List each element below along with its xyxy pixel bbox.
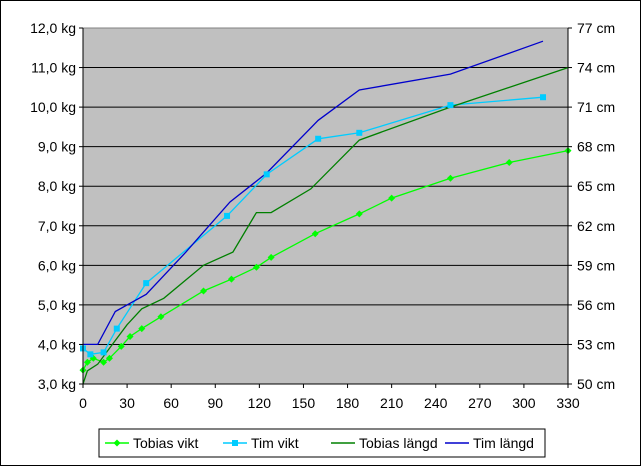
data-point-tobias-vikt	[355, 210, 363, 218]
right-tick-label: 62 cm	[577, 218, 615, 234]
right-tick-label: 65 cm	[577, 178, 615, 194]
data-point-tim-vikt	[315, 135, 322, 142]
data-point-tim-vikt	[100, 349, 107, 356]
right-tick-label: 71 cm	[577, 99, 615, 115]
legend-swatch-marker	[232, 440, 238, 446]
right-tick-label: 50 cm	[577, 376, 615, 392]
left-tick-label: 12,0 kg	[30, 20, 76, 36]
data-point-tim-vikt	[224, 212, 231, 219]
data-point-tobias-vikt	[157, 313, 165, 321]
data-point-tobias-vikt	[126, 333, 134, 341]
legend-label-tim-langd: Tim längd	[473, 435, 534, 451]
right-tick-label: 53 cm	[577, 336, 615, 352]
legend-label-tobias-langd: Tobias längd	[359, 435, 438, 451]
x-tick-label: 300	[512, 395, 536, 411]
x-tick-label: 30	[119, 395, 135, 411]
left-tick-label: 9,0 kg	[38, 139, 76, 155]
data-point-tim-vikt	[263, 171, 270, 178]
data-point-tobias-vikt	[252, 263, 260, 271]
x-tick-label: 90	[207, 395, 223, 411]
data-point-tobias-vikt	[311, 230, 319, 238]
data-point-tobias-vikt	[138, 325, 146, 333]
x-tick-label: 120	[248, 395, 272, 411]
left-tick-label: 10,0 kg	[30, 99, 76, 115]
left-tick-label: 11,0 kg	[31, 60, 76, 76]
x-tick-label: 0	[79, 395, 87, 411]
left-tick-label: 3,0 kg	[38, 376, 76, 392]
axes: 3,0 kg 4,0 kg 5,0 kg 6,0 kg 7,0 kg 8,0 kg 9,0 …	[30, 20, 615, 411]
x-tick-label: 150	[292, 395, 316, 411]
data-point-tobias-vikt	[83, 358, 91, 366]
x-tick-label: 60	[163, 395, 179, 411]
data-point-tobias-vikt	[446, 174, 454, 182]
legend-label-tim-vikt: Tim vikt	[251, 435, 299, 451]
legend: Tobias vikt Tim vikt Tobias längd Tim längd	[98, 428, 546, 458]
series-line-tim-langd	[83, 40, 544, 346]
data-point-tobias-vikt	[267, 253, 275, 261]
data-point-tim-vikt	[143, 280, 150, 287]
right-tick-label: 59 cm	[577, 257, 615, 273]
data-point-tobias-vikt	[200, 287, 208, 295]
x-tick-label: 240	[424, 395, 448, 411]
left-tick-label: 6,0 kg	[38, 257, 76, 273]
data-point-tobias-vikt	[117, 342, 125, 350]
data-point-tobias-vikt	[388, 194, 396, 202]
data-point-tim-vikt	[540, 94, 547, 101]
x-tick-label: 270	[468, 395, 492, 411]
data-point-tim-vikt	[113, 325, 120, 332]
right-tick-label: 68 cm	[577, 139, 615, 155]
data-point-tobias-vikt	[100, 358, 108, 366]
left-tick-label: 8,0 kg	[38, 178, 76, 194]
data-point-tim-vikt	[447, 102, 454, 109]
x-tick-label: 210	[380, 395, 404, 411]
data-point-tobias-vikt	[227, 275, 235, 283]
x-tick-label: 330	[556, 395, 580, 411]
right-tick-label: 74 cm	[577, 60, 615, 76]
data-point-tobias-vikt	[105, 354, 113, 362]
data-point-tobias-vikt	[505, 158, 513, 166]
left-tick-label: 4,0 kg	[38, 336, 76, 352]
legend-label-tobias-vikt: Tobias vikt	[133, 435, 198, 451]
left-tick-label: 5,0 kg	[38, 297, 76, 313]
left-tick-label: 7,0 kg	[38, 218, 76, 234]
legend-box	[98, 428, 546, 458]
right-tick-label: 56 cm	[577, 297, 615, 313]
series-line-tobias-langd	[82, 66, 569, 385]
right-tick-label: 77 cm	[577, 20, 615, 36]
data-point-tim-vikt	[87, 351, 94, 358]
legend-swatch-marker	[113, 439, 121, 447]
plot-area	[83, 28, 568, 384]
data-point-tim-vikt	[356, 129, 363, 136]
x-tick-label: 180	[336, 395, 360, 411]
series-markers	[79, 94, 572, 374]
